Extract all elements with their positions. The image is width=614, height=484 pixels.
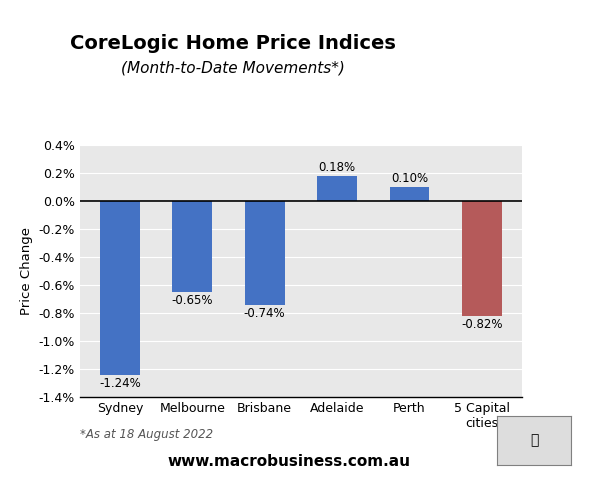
Bar (100, 201, 140, 375)
Text: CoreLogic Home Price Indices: CoreLogic Home Price Indices (71, 34, 396, 53)
Bar (317, 176, 357, 201)
Text: www.macrobusiness.com.au: www.macrobusiness.com.au (167, 454, 410, 469)
Text: 0.10%: 0.10% (391, 172, 428, 185)
Text: 🐺: 🐺 (530, 434, 538, 447)
Bar (245, 201, 284, 304)
Text: BUSINESS: BUSINESS (480, 78, 564, 93)
Text: -0.82%: -0.82% (461, 318, 503, 331)
Text: -0.74%: -0.74% (244, 307, 286, 320)
Bar (462, 201, 502, 316)
Bar (389, 187, 429, 201)
Text: MACRO: MACRO (485, 40, 559, 58)
Text: -0.65%: -0.65% (171, 294, 213, 307)
Bar (173, 201, 212, 292)
Text: -1.24%: -1.24% (99, 377, 141, 390)
Y-axis label: Price Change: Price Change (20, 227, 33, 315)
Text: (Month-to-Date Movements*): (Month-to-Date Movements*) (122, 60, 345, 76)
Text: 0.18%: 0.18% (319, 161, 356, 174)
Text: *As at 18 August 2022: *As at 18 August 2022 (80, 428, 213, 441)
